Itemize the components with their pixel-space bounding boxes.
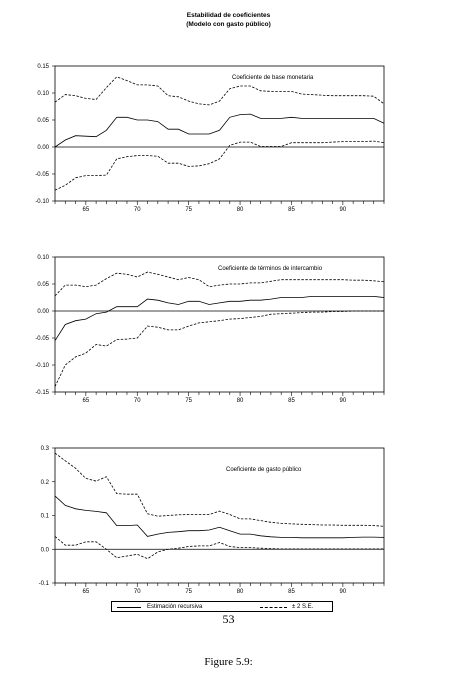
x-tick-label: 80 <box>237 589 244 595</box>
x-tick-label: 65 <box>83 398 90 404</box>
x-tick-label: 85 <box>288 589 295 595</box>
y-tick-label: 0.00 <box>37 145 49 151</box>
y-tick-label: 0.15 <box>37 64 49 70</box>
x-tick-label: 70 <box>134 207 141 213</box>
legend: Estimación recursiva ± 2 S.E. <box>111 601 333 612</box>
recursive-estimate-line <box>54 295 385 341</box>
x-tick-label: 80 <box>237 398 244 404</box>
figure-subtitle: (Modelo con gasto público) <box>186 21 271 28</box>
x-tick-label: 90 <box>340 207 347 213</box>
figure-title: Estabilidad de coeficientes <box>186 12 271 19</box>
panel-title: Coeficiente de términos de intercambio <box>218 266 323 272</box>
x-tick-label: 65 <box>83 207 90 213</box>
y-tick-label: 0.05 <box>37 118 49 124</box>
confidence-band-line <box>54 76 385 106</box>
y-tick-label: 0.10 <box>37 91 49 97</box>
x-tick-label: 70 <box>134 589 141 595</box>
x-tick-label: 90 <box>340 398 347 404</box>
y-tick-label: 0.05 <box>37 282 49 288</box>
y-tick-label: -0.05 <box>35 172 49 178</box>
confidence-band-line <box>54 452 385 527</box>
confidence-band-line <box>54 310 384 387</box>
y-tick-label: 0.1 <box>41 514 50 520</box>
y-tick-label: -0.15 <box>35 390 49 396</box>
panel-title: Coeficiente de base monetaria <box>232 75 314 81</box>
confidence-band-line <box>54 536 384 560</box>
x-tick-label: 65 <box>83 589 90 595</box>
x-tick-label: 85 <box>288 398 295 404</box>
x-tick-label: 75 <box>185 589 192 595</box>
y-tick-label: 0.10 <box>37 255 49 261</box>
panel-title: Coeficiente de gasto público <box>226 467 302 473</box>
x-tick-label: 75 <box>185 207 192 213</box>
x-tick-label: 80 <box>237 207 244 213</box>
x-tick-label: 70 <box>134 398 141 404</box>
legend-band-label: ± 2 S.E. <box>292 603 314 610</box>
legend-dashed-line-swatch <box>260 607 287 608</box>
y-tick-label: -0.1 <box>39 581 50 587</box>
legend-solid-line-swatch <box>117 607 141 608</box>
y-tick-label: -0.10 <box>35 363 49 369</box>
confidence-band-line <box>54 271 385 297</box>
y-tick-label: 0.2 <box>41 480 50 486</box>
recursive-estimate-line <box>54 495 385 539</box>
y-tick-label: 0.0 <box>41 547 50 553</box>
x-tick-label: 90 <box>340 589 347 595</box>
plot-frame <box>54 447 385 584</box>
legend-estimate-label: Estimación recursiva <box>147 603 203 610</box>
y-tick-label: -0.05 <box>35 336 49 342</box>
y-tick-label: 0.3 <box>41 446 50 452</box>
y-tick-label: 0.00 <box>37 309 49 315</box>
recursive-estimate-line <box>54 113 385 148</box>
figure-caption: Figure 5.9: <box>204 656 253 668</box>
x-tick-label: 75 <box>185 398 192 404</box>
y-tick-label: -0.10 <box>35 199 49 205</box>
confidence-band-line <box>54 140 385 191</box>
page-number: 53 <box>222 612 235 626</box>
x-tick-label: 85 <box>288 207 295 213</box>
